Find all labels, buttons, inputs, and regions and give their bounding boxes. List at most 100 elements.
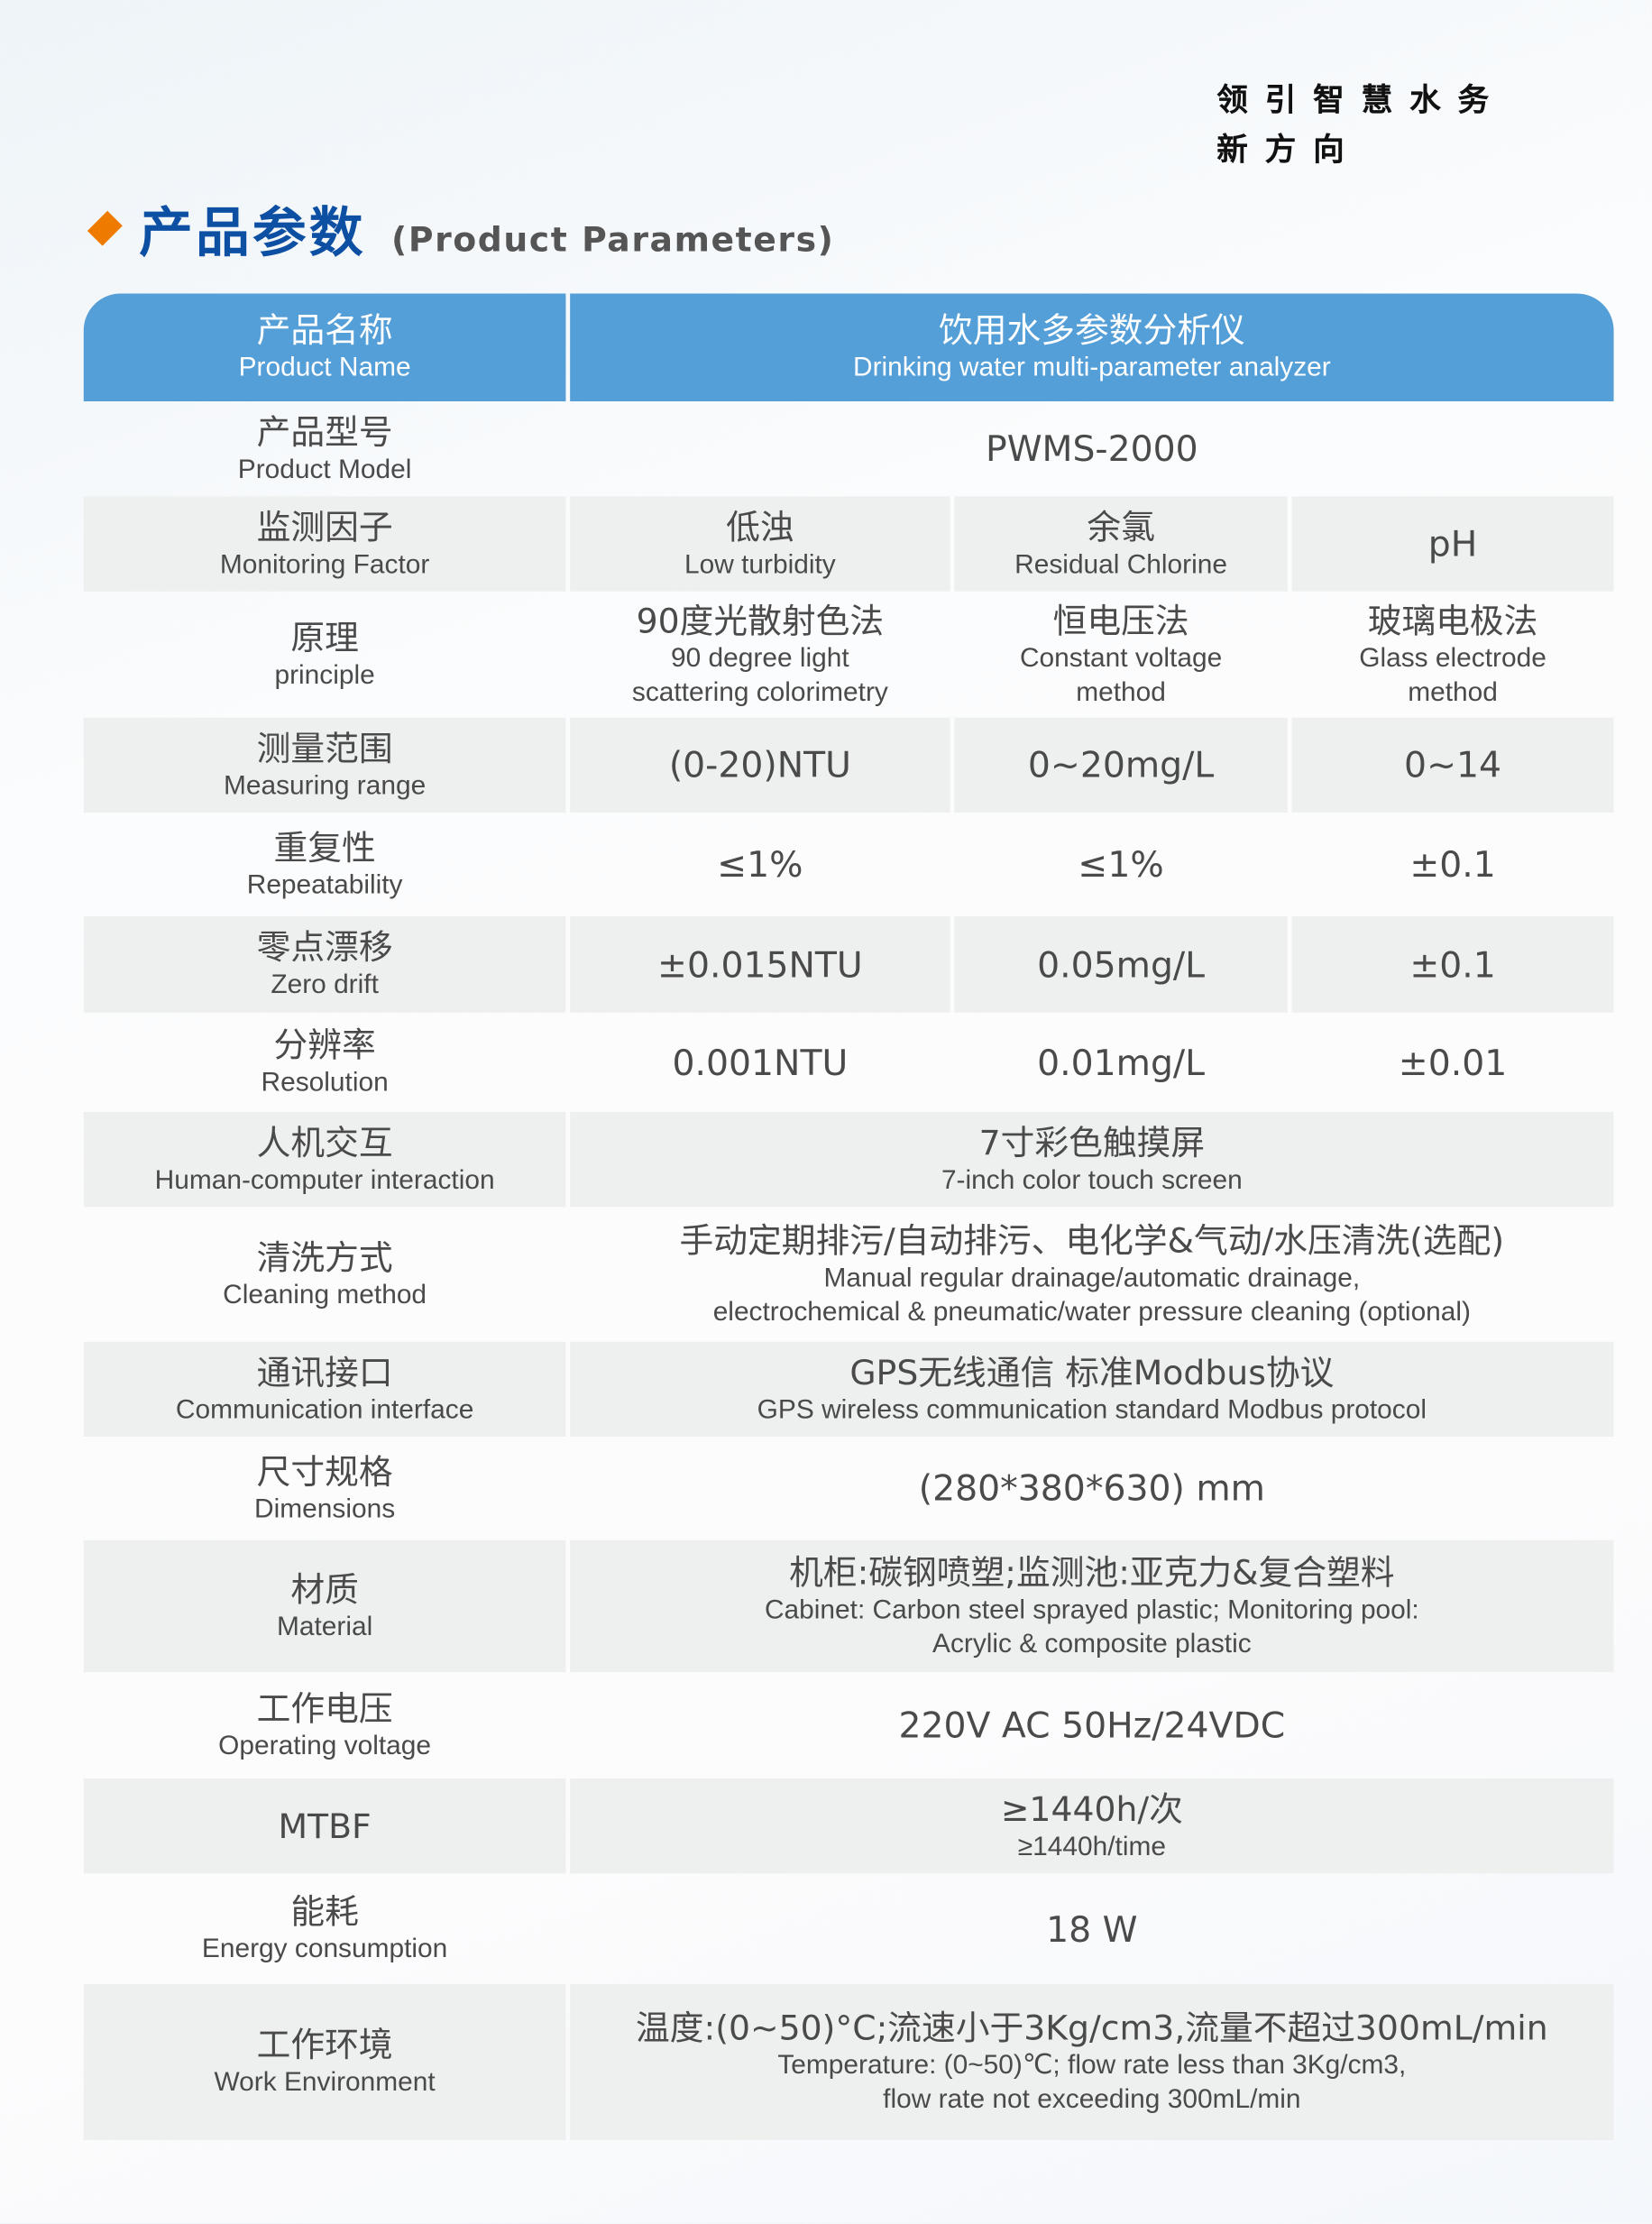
row-value-text: 0.01mg/L (1037, 1042, 1206, 1083)
row-label-en: Material (276, 1612, 373, 1642)
row-value-cell: 0~20mg/L (954, 717, 1288, 813)
row-value-cell: 220V AC 50Hz/24VDC (570, 1672, 1613, 1778)
row-value-text: GPS无线通信 标准Modbus协议 (849, 1352, 1335, 1392)
row-value-cell: ±0.1 (1291, 915, 1614, 1013)
row-value-text: 余氯 (1087, 507, 1155, 547)
row-value-text: 7寸彩色触摸屏 (978, 1122, 1206, 1163)
row-value-text: method (1076, 676, 1166, 707)
row-label-cn: 材质 (290, 1569, 359, 1610)
row-value-text: 0~20mg/L (1027, 744, 1215, 786)
row-label-en: Resolution (261, 1068, 389, 1098)
row-label-cell: 原理 principle (84, 592, 566, 718)
row-value-text: electrochemical & pneumatic/water pressu… (712, 1297, 1472, 1328)
row-value-cell: 0.05mg/L (954, 915, 1288, 1013)
row-label-cell: 能耗 Energy consumption (84, 1873, 566, 1984)
row-value-cell: ≤1% (954, 813, 1288, 916)
row-value-text: 0.05mg/L (1037, 943, 1206, 986)
row-value-cell: ±0.015NTU (570, 915, 950, 1013)
row-value-text: PWMS-2000 (985, 427, 1198, 470)
row-label-cn: 产品型号 (256, 411, 393, 452)
row-label-cn: 能耗 (290, 1891, 359, 1932)
diamond-icon (87, 209, 123, 245)
row-value-text: Cabinet: Carbon steel sprayed plastic; M… (764, 1594, 1419, 1625)
row-label-cn: 工作环境 (256, 2025, 393, 2065)
row-label-cell: 工作环境 Work Environment (83, 1983, 566, 2140)
row-value-text: method (1408, 676, 1498, 707)
row-value-text: Glass electrode (1359, 643, 1546, 674)
row-label-en: Measuring range (223, 770, 427, 801)
row-value-cell: 0.001NTU (570, 1013, 950, 1112)
row-label-cell: 材质 Material (83, 1539, 566, 1673)
row-value-text: Low turbidity (684, 549, 836, 580)
row-label-en: principle (274, 660, 375, 691)
row-value-cell: 0~14 (1291, 717, 1614, 813)
row-value-text: ≤1% (717, 843, 803, 886)
header-value-en: Drinking water multi-parameter analyzer (852, 353, 1331, 383)
row-value-text: 220V AC 50Hz/24VDC (898, 1705, 1286, 1746)
row-value-text: ±0.01 (1398, 1042, 1508, 1083)
row-value-text: ≤1% (1078, 843, 1164, 886)
row-value-cell: 0.01mg/L (954, 1013, 1288, 1112)
row-value-cell: 90度光散射色法 90 degree light scattering colori… (570, 592, 950, 718)
row-value-cell: 余氯 Residual Chlorine (954, 496, 1288, 592)
row-label-cn: 工作电压 (256, 1688, 393, 1729)
row-value-cell: 7寸彩色触摸屏 7-inch color touch screen (570, 1111, 1614, 1208)
row-value-cell: ≤1% (570, 813, 950, 916)
row-value-cell: 玻璃电极法 Glass electrode method (1292, 592, 1614, 718)
row-value-text: ±0.1 (1409, 943, 1496, 986)
table-row: 分辨率 Resolution 0.001NTU 0.01mg/L ±0.01 (84, 1013, 1614, 1112)
slogan-line-1: 领引智慧水务 (1216, 83, 1507, 120)
header-label-cn: 产品名称 (256, 310, 393, 351)
row-value-cell: GPS无线通信 标准Modbus协议 GPS wireless communica… (570, 1341, 1614, 1437)
table-row: 零点漂移 Zero drift ±0.015NTU 0.05mg/L ±0.1 (83, 915, 1614, 1013)
row-label-en: Repeatability (246, 869, 403, 900)
table-row: 通讯接口 Communication interface GPS无线通信 标准Mod… (83, 1341, 1614, 1437)
row-value-text: ±0.1 (1409, 843, 1496, 886)
table-row: 监测因子 Monitoring Factor 低浊 Low turbidity 余氯 Re… (83, 496, 1614, 592)
row-value-text: 7-inch color touch screen (941, 1164, 1243, 1195)
row-label-cell: 尺寸规格 Dimensions (84, 1437, 566, 1540)
row-value-text: (280*380*630) mm (918, 1467, 1265, 1510)
row-label-en: Energy consumption (201, 1934, 448, 1964)
table-row: 能耗 Energy consumption 18 W (84, 1873, 1614, 1984)
row-value-cell: pH (1291, 496, 1614, 592)
row-value-text: Constant voltage (1019, 643, 1223, 674)
table-row: 人机交互 Human-computer interaction 7寸彩色触摸屏 7-i… (83, 1111, 1614, 1208)
table-row: 清洗方式 Cleaning method 手动定期排污/自动排污、电化学&气动/水压… (84, 1207, 1614, 1341)
row-value-cell: (280*380*630) mm (570, 1437, 1613, 1540)
row-label-cn: 监测因子 (256, 507, 393, 547)
table-row: MTBF ≥1440h/次 ≥1440h/time (83, 1778, 1614, 1874)
row-value-cell: 温度:(0~50)°C;流速小于3Kg/cm3,流量不超过300mL/min Te… (570, 1983, 1614, 2140)
slogan: 领引智慧水务 新方向 (1216, 77, 1506, 176)
row-label-cell: 测量范围 Measuring range (83, 717, 566, 813)
row-label-en: Zero drift (271, 970, 379, 1000)
row-label-en: Work Environment (214, 2067, 436, 2098)
row-label-cell: 通讯接口 Communication interface (83, 1341, 566, 1437)
row-label-cn: 重复性 (273, 827, 376, 868)
row-value-text: 90 degree light (671, 643, 849, 674)
row-value-cell: 低浊 Low turbidity (570, 496, 950, 592)
row-value-text: 机柜:碳钢喷塑;监测池:亚克力&复合塑料 (789, 1552, 1395, 1593)
table-row: 工作电压 Operating voltage 220V AC 50Hz/24VDC (84, 1672, 1614, 1778)
table-header: 产品名称 Product Name 饮用水多参数分析仪 Drinking water … (83, 293, 1614, 402)
row-value-cell: ±0.1 (1292, 813, 1614, 916)
title-cn: 产品参数 (139, 201, 366, 264)
header-value-cn: 饮用水多参数分析仪 (939, 310, 1245, 351)
row-label-en: Human-computer interaction (154, 1164, 495, 1195)
row-label-cn: 尺寸规格 (256, 1451, 393, 1492)
row-value-text: GPS wireless communication standard Modb… (757, 1394, 1427, 1425)
row-label-cn: 测量范围 (256, 728, 393, 768)
row-value-text: Acrylic & composite plastic (932, 1629, 1252, 1659)
row-label-cell: 分辨率 Resolution (84, 1013, 566, 1112)
row-value-text: Residual Chlorine (1014, 549, 1228, 580)
row-value-text: scattering colorimetry (631, 676, 888, 707)
row-value-text: flow rate not exceeding 300mL/min (883, 2084, 1301, 2115)
row-value-cell: 18 W (570, 1873, 1613, 1984)
slogan-line-2: 新方向 (1216, 133, 1362, 170)
row-value-text: Temperature: (0~50)℃; flow rate less tha… (777, 2050, 1407, 2081)
row-value-cell: PWMS-2000 (570, 401, 1613, 496)
row-label-en: Product Model (237, 454, 412, 485)
table-row: 产品型号 Product Model PWMS-2000 (84, 401, 1614, 496)
row-label-cell: 清洗方式 Cleaning method (84, 1207, 566, 1341)
row-value-cell: (0-20)NTU (570, 717, 950, 813)
